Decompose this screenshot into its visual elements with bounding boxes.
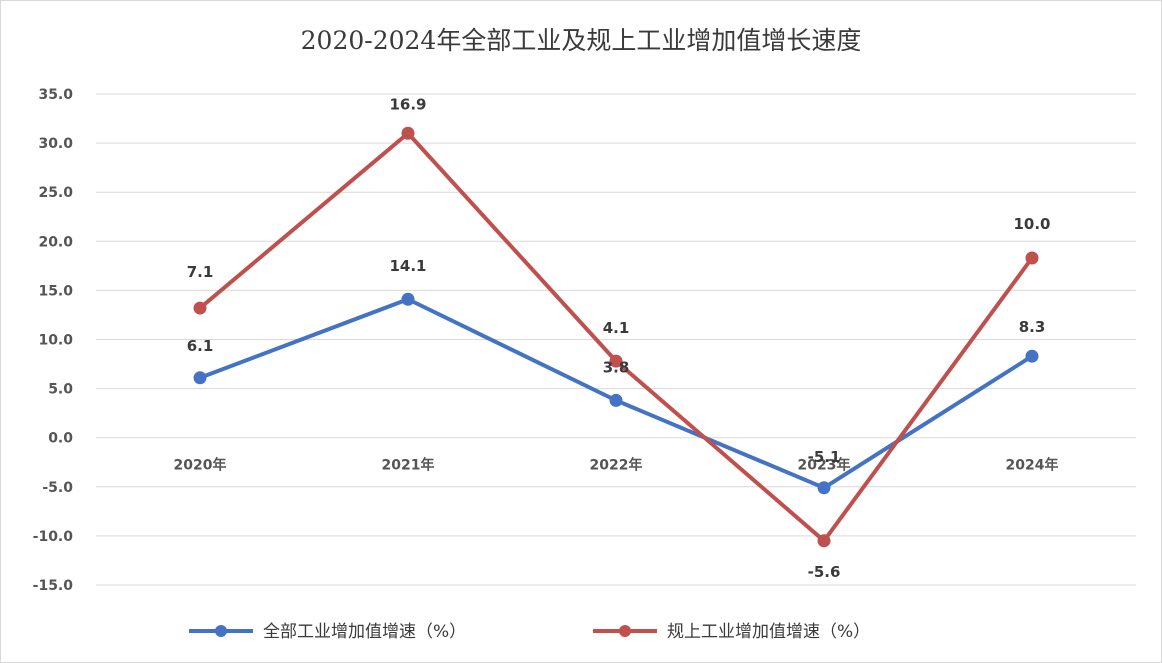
data-label: 8.3 (1019, 318, 1046, 336)
data-point (1025, 251, 1039, 265)
data-label: 4.1 (603, 319, 630, 337)
x-category-label: 2021年 (382, 457, 435, 474)
data-label: -5.1 (808, 448, 841, 466)
data-label: 3.8 (603, 358, 630, 376)
data-label: 16.9 (389, 95, 426, 113)
y-axis-ticks: 35.0 30.0 25.0 20.0 15.0 10.0 5.0 0.0 -5.0 -10.0 -… (33, 87, 74, 594)
data-point (609, 393, 623, 407)
y-tick-label: 0.0 (48, 431, 73, 447)
y-tick-label: -15.0 (33, 578, 74, 594)
data-labels: 6.1 14.1 3.8 -5.1 8.3 7.1 16.9 4.1 -5.6 10.0 (187, 95, 1051, 581)
data-label: 7.1 (187, 263, 214, 281)
x-category-label: 2024年 (1006, 457, 1059, 474)
data-label: -5.6 (808, 563, 841, 581)
y-tick-label: 20.0 (38, 234, 73, 250)
data-label: 6.1 (187, 337, 214, 355)
y-tick-label: 5.0 (48, 382, 73, 398)
y-tick-label: 10.0 (38, 333, 73, 349)
y-tick-label: 25.0 (38, 185, 73, 201)
y-tick-label: -5.0 (42, 480, 73, 496)
y-tick-label: 15.0 (38, 283, 73, 299)
data-point (1025, 349, 1039, 363)
x-axis-categories: 2020年 2021年 2022年 2023年 2024年 (174, 457, 1059, 474)
y-tick-label: -10.0 (33, 529, 74, 545)
chart-title: 2020-2024年全部工业及规上工业增加值增长速度 (301, 26, 862, 55)
legend-label: 全部工业增加值增速（%） (263, 622, 466, 642)
legend: 全部工业增加值增速（%） 规上工业增加值增速（%） (189, 622, 870, 642)
legend-marker (215, 625, 227, 637)
data-point (401, 292, 415, 306)
data-label: 10.0 (1013, 215, 1050, 233)
y-tick-label: 30.0 (38, 136, 73, 152)
data-point (401, 126, 415, 140)
data-point (609, 354, 623, 368)
legend-marker (619, 625, 631, 637)
data-point (193, 301, 207, 315)
series-lines (193, 126, 1039, 548)
x-category-label: 2023年 (798, 457, 851, 474)
x-category-label: 2020年 (174, 457, 227, 474)
data-point (817, 534, 831, 548)
legend-label: 规上工业增加值增速（%） (667, 622, 870, 642)
data-label: 14.1 (389, 257, 426, 275)
data-point (193, 371, 207, 385)
x-category-label: 2022年 (590, 457, 643, 474)
gridlines (96, 93, 1136, 586)
y-tick-label: 35.0 (38, 87, 73, 103)
data-point (817, 481, 831, 495)
